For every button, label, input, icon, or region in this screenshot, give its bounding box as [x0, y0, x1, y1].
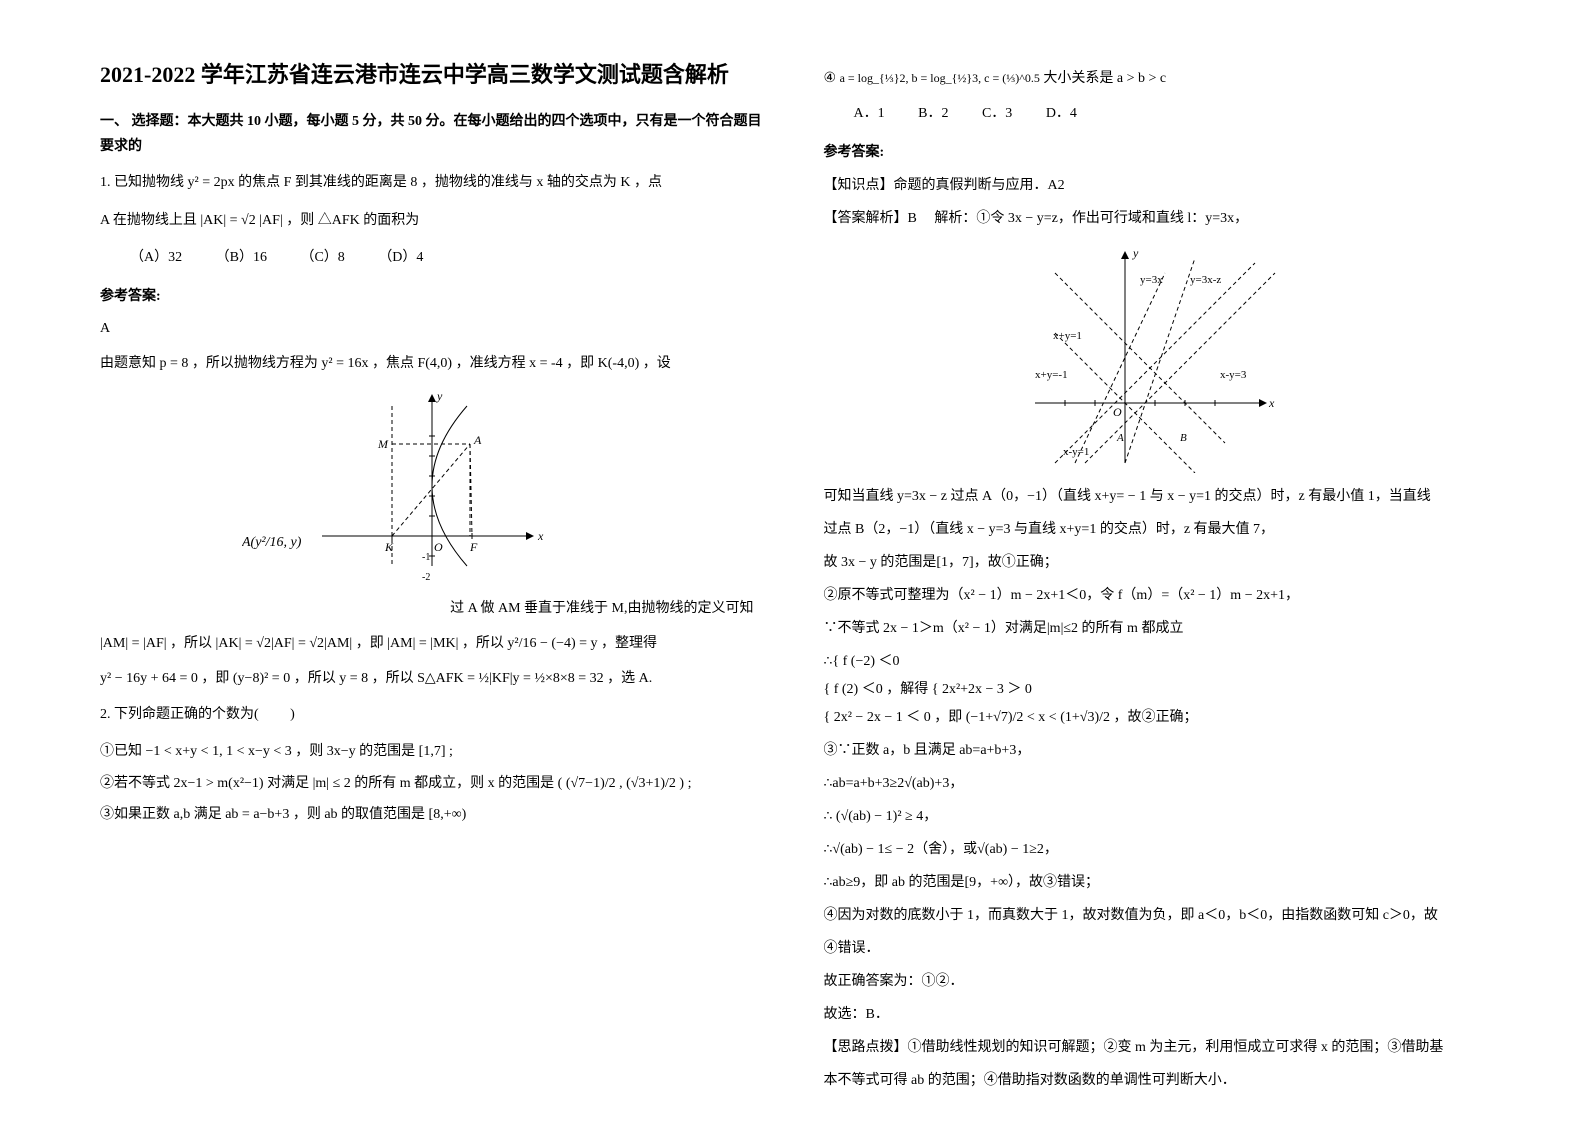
q2-options: A．1 B．2 C．3 D．4 — [854, 101, 1488, 126]
q2-l7: ③∵正数 a，b 且满足 ab=a+b+3， — [824, 737, 1488, 765]
svg-text:F: F — [469, 540, 478, 554]
q2-l17: 本不等式可得 ab 的范围；④借助指对数函数的单调性可判断大小． — [824, 1067, 1488, 1095]
q1-ans: A — [100, 316, 764, 341]
q1-exp2r: 过 A 做 AM 垂直于准线于 M,由抛物线的定义可知 — [100, 596, 764, 621]
q1-exp3: |AM| = |AF| ，所以 |AK| = √2|AF| = √2|AM| ，… — [100, 631, 764, 656]
q2-l3: 故 3x − y 的范围是[1，7]，故①正确； — [824, 549, 1488, 577]
q1-stem-b: A 在抛物线上且 |AK| = √2 |AF| ，则 △AFK 的面积为 — [100, 207, 764, 235]
q1-opt-d: （D）4 — [378, 245, 423, 270]
svg-text:x-y=1: x-y=1 — [1063, 446, 1089, 458]
svg-text:x+y=1: x+y=1 — [1053, 330, 1082, 342]
q2-i3: ③如果正数 a,b 满足 ab = a−b+3 ，则 ab 的取值范围是 [8,… — [100, 802, 764, 827]
svg-text:y=3x-z: y=3x-z — [1190, 274, 1221, 286]
svg-text:A: A — [473, 433, 482, 447]
q1-exp4: y² − 16y + 64 = 0 ，即 (y−8)² = 0 ，所以 y = … — [100, 666, 764, 691]
q2-i2: ②若不等式 2x−1 > m(x²−1) 对满足 |m| ≤ 2 的所有 m 都… — [100, 771, 764, 796]
svg-text:y: y — [1132, 246, 1139, 260]
svg-text:B: B — [1180, 432, 1187, 444]
q1-diagram: y x K O F M A — [100, 386, 764, 621]
q1-options: （A）32 （B）16 （C）8 （D）4 — [130, 245, 764, 270]
q1-opt-c: （C）8 — [300, 245, 344, 270]
q2-l11: ∴ab≥9，即 ab 的范围是[9，+∞），故③错误； — [824, 869, 1488, 897]
svg-text:O: O — [434, 540, 443, 554]
q2-l14: 故正确答案为：①②． — [824, 968, 1488, 996]
q2-opt-a: A．1 — [854, 101, 885, 126]
q2-l10: ∴√(ab) − 1≤ − 2（舍），或√(ab) − 1≥2， — [824, 836, 1488, 864]
q2-opt-b: B．2 — [918, 101, 948, 126]
svg-text:y: y — [436, 389, 443, 403]
svg-text:x: x — [1268, 396, 1275, 410]
svg-text:A: A — [1116, 432, 1124, 444]
q2-l8: ∴ab=a+b+3≥2√(ab)+3， — [824, 770, 1488, 798]
q1-exp1: 由题意知 p = 8 ，所以抛物线方程为 y² = 16x ，焦点 F(4,0)… — [100, 351, 764, 376]
q2-l13: ④错误． — [824, 935, 1488, 963]
q2-i4: ④ a = log_{⅓}2, b = log_{½}3, c = (⅓)^0.… — [824, 66, 1488, 91]
svg-text:M: M — [377, 437, 389, 451]
svg-text:-1: -1 — [422, 552, 430, 563]
al-label: A(y²/16, y) — [242, 535, 302, 550]
svg-text:y=3x: y=3x — [1140, 274, 1163, 286]
q2-l4: ②原不等式可整理为（x² − 1）m − 2x+1＜0，令 f（m）=（x² −… — [824, 582, 1488, 610]
q2-l12: ④因为对数的底数小于 1，而真数大于 1，故对数值为负，即 a＜0，b＜0，由指… — [824, 902, 1488, 930]
q2-l9: ∴ (√(ab) − 1)² ≥ 4， — [824, 803, 1488, 831]
left-column: 2021-2022 学年江苏省连云港市连云中学高三数学文测试题含解析 一、 选择… — [100, 60, 764, 1062]
q2-l6: ∴{ f (−2) ＜0 { f (2) ＜0 ，解得 { 2x²+2x − 3… — [824, 648, 1488, 732]
q2-stem: 2. 下列命题正确的个数为( ) — [100, 701, 764, 729]
q2-l5: ∵不等式 2x − 1＞m（x² − 1）对满足|m|≤2 的所有 m 都成立 — [824, 615, 1488, 643]
svg-text:x-y=3: x-y=3 — [1220, 369, 1247, 381]
svg-text:O: O — [1113, 405, 1122, 419]
q1-opt-b: （B）16 — [216, 245, 267, 270]
q2-i1: ①已知 −1 < x+y < 1, 1 < x−y < 3 ，则 3x−y 的范… — [100, 739, 764, 764]
q1-opt-a: （A）32 — [130, 245, 182, 270]
right-column: ④ a = log_{⅓}2, b = log_{½}3, c = (⅓)^0.… — [824, 60, 1488, 1062]
section-head: 一、 选择题：本大题共 10 小题，每小题 5 分，共 50 分。在每小题给出的… — [100, 109, 764, 159]
q2-l2: 过点 B（2，−1）（直线 x − y=3 与直线 x+y=1 的交点）时，z … — [824, 516, 1488, 544]
q2-l1: 可知当直线 y=3x − z 过点 A（0，−1）（直线 x+y= − 1 与 … — [824, 483, 1488, 511]
svg-text:x: x — [537, 529, 544, 543]
q2-k1: 【知识点】命题的真假判断与应用．A2 — [824, 172, 1488, 200]
q1-stem-a: 1. 已知抛物线 y² = 2px 的焦点 F 到其准线的距离是 8 ，抛物线的… — [100, 169, 764, 197]
q1-ans-label: 参考答案: — [100, 284, 764, 309]
q2-opt-d: D．4 — [1046, 101, 1077, 126]
q2-l16: 【思路点拨】①借助线性规划的知识可解题；②变 m 为主元，利用恒成立可求得 x … — [824, 1034, 1488, 1062]
q2-l15: 故选：B． — [824, 1001, 1488, 1029]
q2-diagram: y x O x+y=1 x+y=-1 x-y — [824, 243, 1488, 473]
q2-opt-c: C．3 — [982, 101, 1012, 126]
q2-ans-label: 参考答案: — [824, 140, 1488, 165]
svg-text:x+y=-1: x+y=-1 — [1035, 369, 1068, 381]
svg-text:-2: -2 — [422, 572, 430, 583]
q2-k2: 【答案解析】B 解析：①令 3x − y=z，作出可行域和直线 l：y=3x， — [824, 205, 1488, 233]
exam-title: 2021-2022 学年江苏省连云港市连云中学高三数学文测试题含解析 — [100, 60, 764, 91]
